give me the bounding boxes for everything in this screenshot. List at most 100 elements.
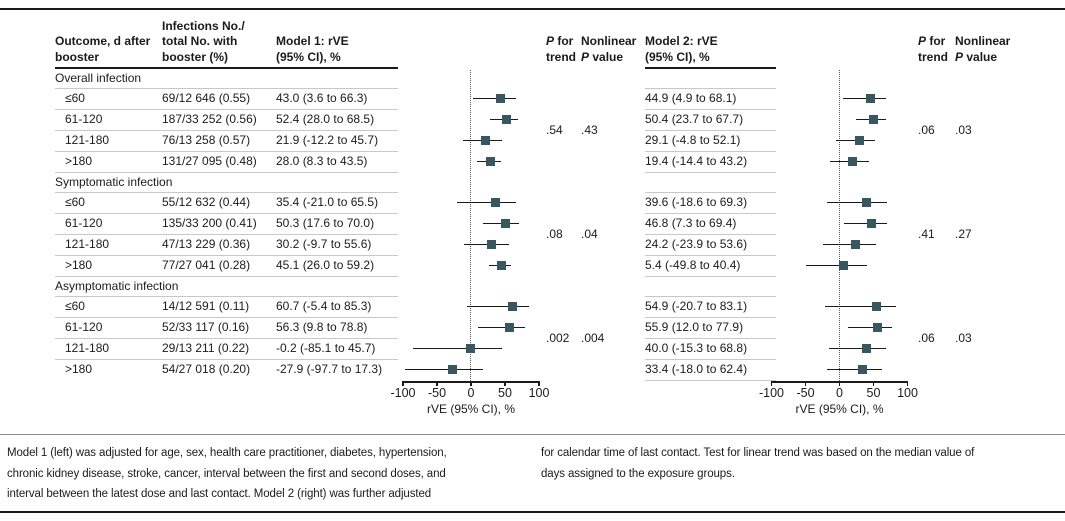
model1-point-marker xyxy=(485,157,495,166)
model2-estimate-text: 39.6 (-18.6 to 69.3) xyxy=(645,195,748,209)
model1-estimate-text: -0.2 (-85.1 to 45.7) xyxy=(276,341,376,355)
model2-estimate-text: 40.0 (-15.3 to 68.8) xyxy=(645,341,748,355)
model1-point-marker xyxy=(466,344,476,353)
model2-point-marker xyxy=(838,261,848,270)
model2-axis-tick-label: -50 xyxy=(796,386,815,400)
model2-point-marker xyxy=(854,136,864,145)
footnote-separator-rule xyxy=(0,434,1065,435)
model1-axis-tick-label: 100 xyxy=(528,386,550,400)
row-separator xyxy=(55,213,398,214)
model2-axis-tick xyxy=(872,381,875,386)
model1-axis-tick-label: 50 xyxy=(498,386,512,400)
infections-value: 135/33 200 (0.41) xyxy=(162,216,257,230)
row-separator-model2 xyxy=(645,255,776,256)
model1-axis-tick xyxy=(436,381,438,386)
model2-ci-line xyxy=(823,243,876,246)
p-for-trend-text: for trend xyxy=(918,34,948,64)
model1-point-marker xyxy=(495,94,505,103)
model1-zero-reference-line xyxy=(470,70,472,381)
model1-estimate-text: 45.1 (26.0 to 59.2) xyxy=(276,258,375,272)
outcome-label: ≤60 xyxy=(65,91,85,105)
outcome-label: ≤60 xyxy=(65,299,85,313)
header-underline-model2 xyxy=(645,67,776,69)
nonlinear-p-value-model2: .03 xyxy=(955,330,972,345)
model2-axis-tick xyxy=(770,381,773,386)
row-separator-model2 xyxy=(645,359,776,360)
row-separator-model2 xyxy=(645,276,776,277)
p-italic: P xyxy=(581,49,590,64)
nonlinear-p-value-model2: .27 xyxy=(955,226,972,241)
p-for-trend-value-model2: .06 xyxy=(918,122,935,137)
model2-axis-title: rVE (95% CI), % xyxy=(795,402,884,416)
model1-point-marker xyxy=(497,261,507,270)
row-separator xyxy=(55,130,398,131)
model2-estimate-text: 46.8 (7.3 to 69.4) xyxy=(645,216,737,230)
footnote-right-column: for calendar time of last contact. Test … xyxy=(541,447,975,480)
row-separator xyxy=(55,88,398,89)
row-separator xyxy=(55,109,398,110)
row-separator xyxy=(55,317,398,318)
p-italic: P xyxy=(918,34,927,48)
row-separator xyxy=(55,338,398,339)
nonlinear-text: value xyxy=(963,49,998,64)
infections-value: 187/33 252 (0.56) xyxy=(162,112,257,126)
model1-axis-tick xyxy=(504,381,506,386)
p-italic: P xyxy=(546,34,555,48)
infections-value: 52/33 117 (0.16) xyxy=(162,320,250,334)
model2-estimate-text: 29.1 (-4.8 to 52.1) xyxy=(645,133,741,147)
nonlinear-p-value-model1: .43 xyxy=(581,122,598,137)
model1-axis-title: rVE (95% CI), % xyxy=(426,402,516,416)
outcome-label: 61-120 xyxy=(65,112,103,126)
row-separator-model2 xyxy=(645,172,776,173)
row-separator xyxy=(55,359,398,360)
outcome-label: 61-120 xyxy=(65,216,103,230)
row-separator-model2 xyxy=(645,130,776,131)
p-for-trend-value-model1: .54 xyxy=(546,122,563,137)
model2-estimate-text: 33.4 (-18.0 to 62.4) xyxy=(645,362,748,376)
model2-zero-reference-line xyxy=(838,70,840,381)
model2-axis-tick xyxy=(804,381,807,386)
row-separator-model2 xyxy=(645,380,776,381)
model2-estimate-text: 5.4 (-49.8 to 40.4) xyxy=(645,258,741,272)
model2-axis-tick-label: 50 xyxy=(866,386,881,400)
outcome-label: 121-180 xyxy=(65,341,110,355)
model1-axis-tick xyxy=(538,381,540,386)
model1-axis-tick-label: -100 xyxy=(390,386,416,400)
row-separator xyxy=(55,172,398,173)
model2-estimate-text: 54.9 (-20.7 to 83.1) xyxy=(645,299,748,313)
col-header-p-for-trend-model1: P for trend xyxy=(546,34,576,65)
col-header-nonlinear-p-model1: Nonlinear P value xyxy=(581,34,636,65)
p-for-trend-value-model1: .08 xyxy=(546,226,563,241)
infections-value: 69/12 646 (0.55) xyxy=(162,91,251,105)
model1-ci-line xyxy=(473,97,517,100)
infections-value: 77/27 041 (0.28) xyxy=(162,258,251,272)
model2-axis-tick-label: 100 xyxy=(897,386,918,400)
section-label: Symptomatic infection xyxy=(55,175,173,189)
header-underline-left-table xyxy=(55,67,398,69)
model2-point-marker xyxy=(865,94,875,103)
outcome-label: ≤60 xyxy=(65,195,85,209)
row-separator-model2 xyxy=(645,192,776,193)
model1-ci-line xyxy=(477,326,525,329)
outcome-label: >180 xyxy=(65,154,93,168)
model1-estimate-text: -27.9 (-97.7 to 17.3) xyxy=(276,362,383,376)
nonlinear-text: Nonlinear xyxy=(955,34,1011,48)
model1-estimate-text: 43.0 (3.6 to 66.3) xyxy=(276,91,368,105)
row-separator-model2 xyxy=(645,234,776,235)
model2-ci-line xyxy=(847,326,893,329)
model1-point-marker xyxy=(447,365,457,374)
model1-ci-line xyxy=(404,368,483,371)
row-separator xyxy=(55,151,398,152)
row-separator xyxy=(55,255,398,256)
p-for-trend-value-model1: .002 xyxy=(546,330,570,345)
model1-estimate-text: 35.4 (-21.0 to 65.5) xyxy=(276,195,379,209)
col-header-p-for-trend-model2: P for trend xyxy=(918,34,948,65)
model1-point-marker xyxy=(502,115,512,124)
model1-axis-tick xyxy=(402,381,404,386)
model1-estimate-text: 28.0 (8.3 to 43.5) xyxy=(276,154,368,168)
model2-point-marker xyxy=(861,198,871,207)
row-separator-model2 xyxy=(645,296,776,297)
model2-point-marker xyxy=(848,157,858,166)
p-italic: P xyxy=(955,49,964,64)
